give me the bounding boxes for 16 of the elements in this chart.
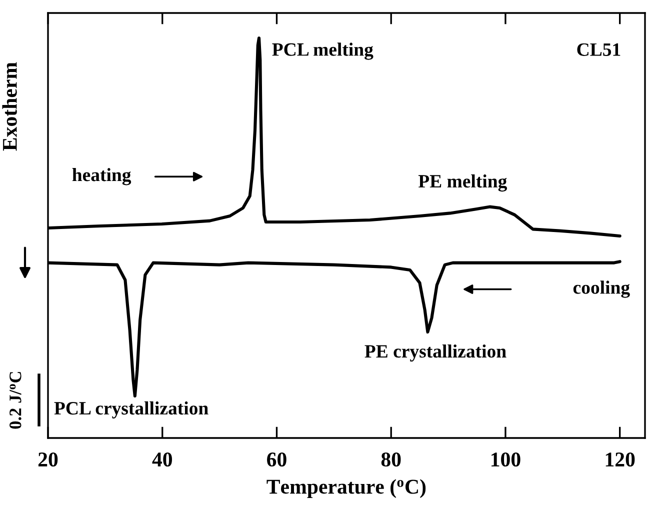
x-tick-label: 60 xyxy=(267,452,286,467)
annotation: heating xyxy=(72,168,132,186)
annotation: CL51 xyxy=(577,43,620,56)
annotation: cooling xyxy=(573,280,630,298)
x-tick-label: 20 xyxy=(38,452,58,467)
annotation: PCL melting xyxy=(272,42,374,60)
x-axis-title: Temperature ($^{o}$C) xyxy=(266,479,426,498)
annotation: PE melting xyxy=(418,174,508,192)
annotation: PCL crystallization xyxy=(54,401,208,418)
x-tick-label: 40 xyxy=(152,452,172,467)
annotation: PE crystallization xyxy=(364,344,506,362)
x-tick-label: 120 xyxy=(606,452,635,467)
text: 0.2 J/$^{o}$C xyxy=(10,372,22,429)
y-axis-title: Exotherm xyxy=(2,62,17,151)
x-tick-label: 80 xyxy=(381,452,401,467)
x-tick-label: 100 xyxy=(492,452,520,467)
